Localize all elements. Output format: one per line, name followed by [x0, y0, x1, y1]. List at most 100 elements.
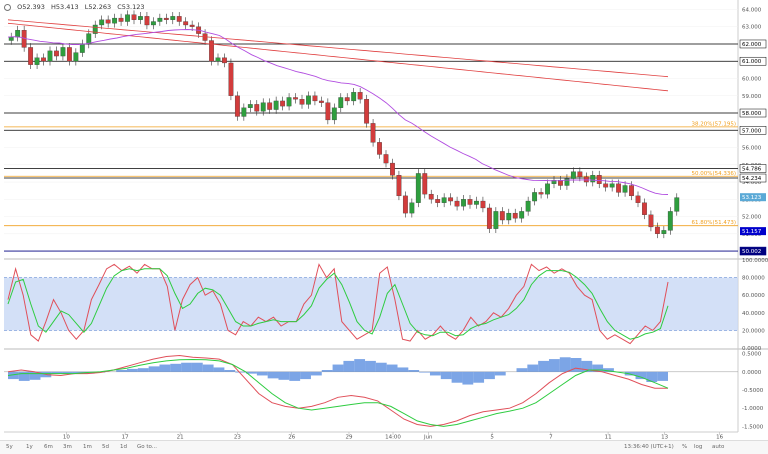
candle-body: [493, 211, 499, 229]
macd-histogram-bar: [278, 371, 290, 380]
level-badge-label: 57.000: [742, 128, 762, 134]
macd-histogram-bar: [148, 366, 160, 372]
candle-body: [338, 97, 344, 108]
range-1m-button[interactable]: 1m: [83, 444, 92, 450]
time-tick-label: 5: [490, 435, 494, 441]
macd-histogram-bar: [213, 367, 225, 372]
macd-histogram-bar: [603, 368, 614, 372]
log-toggle[interactable]: log: [694, 444, 703, 450]
stochastic-tick-label: 0.0000: [742, 346, 762, 352]
goto-button[interactable]: Go to...: [137, 444, 158, 450]
candle-body: [622, 185, 628, 193]
candle-body: [150, 21, 156, 26]
macd-histogram-bar: [462, 371, 474, 385]
candle-body: [66, 47, 72, 62]
macd-histogram-bar: [516, 368, 528, 372]
candle-body: [538, 192, 544, 195]
macd-histogram-bar: [429, 371, 441, 376]
candle-body: [545, 183, 550, 195]
candle-body: [654, 226, 660, 234]
candle-body: [461, 199, 466, 207]
range-5y-button[interactable]: 5y: [6, 444, 13, 450]
macd-histogram-bar: [408, 370, 420, 372]
candle-body: [532, 192, 538, 202]
candle-body: [34, 57, 40, 65]
fib-level-label: 50.00%(54.336): [691, 171, 736, 177]
price-tick-label: 54.000: [742, 180, 762, 186]
macd-histogram-bar: [386, 364, 398, 372]
range-1y-button[interactable]: 1y: [26, 444, 33, 450]
range-1d-button[interactable]: 1d: [120, 444, 127, 450]
macd-histogram-bar: [548, 359, 560, 372]
macd-histogram-bar: [538, 360, 549, 372]
candle-body: [486, 207, 492, 229]
macd-histogram-bar: [473, 371, 485, 383]
ohlc-low: L52.263: [84, 3, 112, 11]
candle-body: [667, 211, 673, 231]
macd-histogram-bar: [321, 370, 333, 372]
candle-body: [273, 100, 279, 110]
price-tick-label: 60.000: [742, 76, 762, 82]
macd-histogram-bar: [419, 371, 430, 373]
candle-body: [286, 97, 292, 107]
candle-body: [280, 100, 286, 107]
time-tick-label: 11: [605, 435, 612, 441]
range-3m-button[interactable]: 3m: [63, 444, 72, 450]
candle-body: [603, 183, 609, 188]
candle-body: [499, 211, 505, 221]
candle-body: [609, 183, 615, 188]
macd-line: [7, 354, 668, 427]
candle-body: [222, 57, 227, 64]
candle-body: [577, 171, 583, 178]
price-tick-label: 56.000: [742, 146, 762, 152]
candle-body: [506, 212, 512, 221]
candle-body: [163, 17, 169, 20]
candle-body: [99, 19, 105, 26]
macd-histogram-bar: [181, 362, 192, 372]
candle-body: [60, 47, 66, 57]
candle-body: [86, 33, 92, 45]
candle-body: [299, 99, 305, 105]
candle-body: [215, 57, 221, 62]
macd-histogram-bar: [289, 371, 301, 381]
percent-toggle[interactable]: %: [682, 444, 688, 450]
candle-body: [396, 175, 402, 197]
fib-level-label: 38.20%(57.195): [691, 121, 736, 127]
time-tick-label: 14:00: [385, 435, 401, 441]
macd-histogram-bar: [235, 371, 247, 373]
price-tick-label: 59.000: [742, 94, 762, 100]
candle-body: [325, 102, 331, 121]
price-badge-label: 50.002: [742, 249, 761, 255]
auto-toggle[interactable]: auto: [712, 444, 725, 450]
chart-footer: 5y 1y 6m 3m 1m 5d 1d Go to... 13:36:40 (…: [0, 440, 768, 454]
stochastic-tick-label: 20.0000: [742, 328, 765, 334]
candle-body: [364, 99, 370, 124]
macd-histogram-bar: [570, 358, 582, 372]
price-badge-label: 53.123: [742, 195, 762, 201]
candle-body: [519, 211, 525, 219]
macd-histogram-bar: [646, 371, 658, 382]
macd-histogram-bar: [343, 360, 355, 372]
macd-histogram-bar: [246, 371, 257, 374]
fib-level-label: 61.80%(51.473): [691, 220, 736, 226]
macd-tick-label: 0.5000: [742, 352, 762, 358]
candle-body: [648, 214, 654, 228]
ohlc-readout: O52.393 H53.413 L52.263 C53.123: [4, 3, 149, 11]
range-5d-button[interactable]: 5d: [102, 444, 109, 450]
candle-body: [157, 17, 163, 22]
candle-body: [357, 92, 363, 100]
range-6m-button[interactable]: 6m: [44, 444, 53, 450]
candle-body: [370, 123, 376, 143]
candle-body: [312, 95, 318, 102]
candle-body: [241, 107, 247, 117]
candle-body: [15, 30, 21, 38]
candle-body: [293, 97, 298, 100]
macd-histogram-bar: [397, 367, 409, 372]
stochastic-tick-label: 80.0000: [742, 276, 765, 282]
macd-histogram-bar: [310, 371, 322, 376]
candle-body: [344, 97, 350, 102]
candle-body: [170, 16, 176, 20]
macd-histogram-bar: [300, 371, 311, 380]
